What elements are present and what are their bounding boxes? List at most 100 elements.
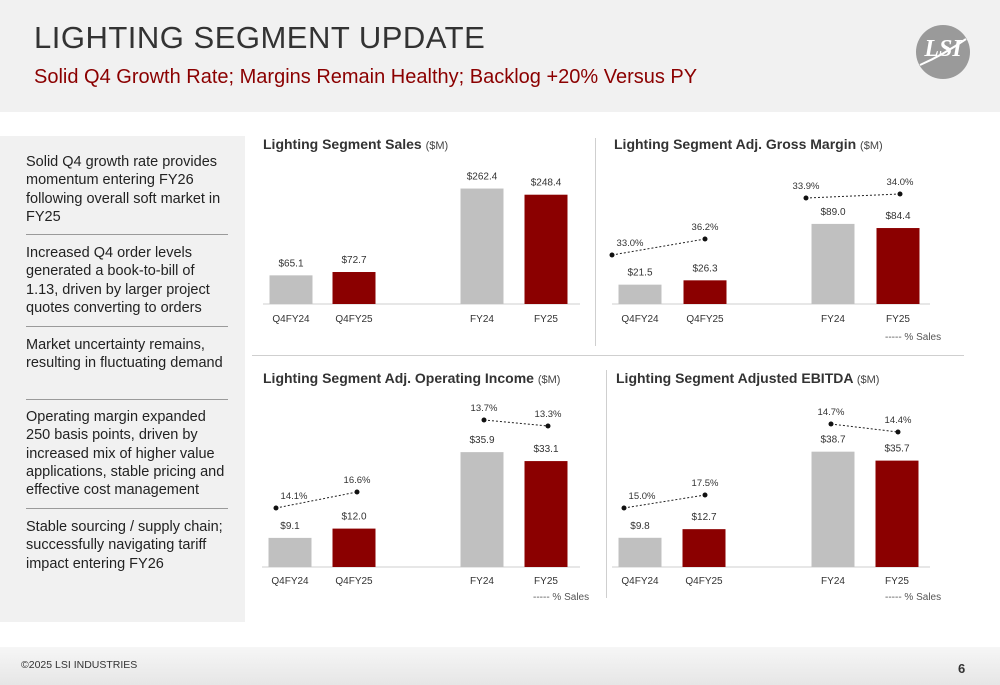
data-label: $84.4 [885,211,910,222]
pct-sales-label: 14.7% [818,407,845,418]
pct-sales-point [828,421,834,427]
pct-sales-point [621,505,627,511]
pct-sales-label: 14.1% [281,491,308,502]
pct-sales-point [803,195,809,201]
data-label: $21.5 [627,268,652,279]
x-tick-label: FY25 [534,314,558,325]
chart-title-gross-margin: Lighting Segment Adj. Gross Margin ($M) [614,136,883,152]
x-tick-label: FY24 [821,314,845,325]
bar-fy25 [876,228,920,304]
data-label: $12.0 [341,512,366,523]
data-label: $72.7 [341,255,366,266]
chart-title-text: Lighting Segment Adj. Operating Income [263,370,534,386]
x-tick-label: FY24 [470,314,494,325]
bar-q4fy25 [332,272,376,304]
page-title: LIGHTING SEGMENT UPDATE [34,20,486,55]
x-tick-label: Q4FY25 [685,576,723,587]
x-tick-label: FY25 [885,576,909,587]
pct-sales-label: 14.4% [885,415,912,426]
pct-sales-point [273,505,279,511]
chart-title-operating-income: Lighting Segment Adj. Operating Income (… [263,370,560,386]
page-number: 6 [958,661,966,676]
bar-fy24 [811,451,855,567]
bar-q4fy24 [618,284,662,304]
bar-fy25 [524,194,568,304]
data-label: $248.4 [531,178,562,189]
footer-band: ©2025 LSI INDUSTRIES 6 [0,647,1000,685]
bar-q4fy24 [269,275,313,304]
x-tick-label: Q4FY25 [686,314,724,325]
bar-q4fy25 [682,529,726,567]
pct-sales-label: 17.5% [692,478,719,489]
pct-sales-line [275,491,358,509]
bar-fy25 [875,460,919,567]
legend-pct-sales: ----- % Sales [885,332,941,343]
pct-sales-label: 13.3% [535,409,562,420]
bar-q4fy25 [332,528,376,567]
x-tick-label: FY24 [821,576,845,587]
pct-sales-line [623,494,706,509]
data-label: $26.3 [692,263,717,274]
chart-title-unit: ($M) [537,374,561,386]
chart-title-text: Lighting Segment Adj. Gross Margin [614,136,857,152]
x-tick-label: FY25 [534,576,558,587]
x-tick-label: Q4FY24 [271,576,309,587]
sidebar-bullet-5: Stable sourcing / supply chain; successf… [26,519,223,572]
header-band: LIGHTING SEGMENT UPDATE Solid Q4 Growth … [0,0,1000,112]
sidebar-divider [26,399,228,400]
data-label: $9.8 [630,521,650,532]
sidebar-panel: Solid Q4 growth rate provides momentum e… [0,136,245,622]
chart-divider-horizontal [252,355,964,356]
pct-sales-line [483,419,549,427]
data-label: $89.0 [820,207,845,218]
pct-sales-label: 15.0% [629,491,656,502]
bar-fy24 [460,188,504,304]
pct-sales-label: 13.7% [471,403,498,414]
logo-text: LSI [924,36,962,62]
x-tick-label: Q4FY24 [272,314,310,325]
pct-sales-point [545,423,551,429]
sidebar-bullet-3: Market uncertainty remains, resulting in… [26,337,223,372]
x-tick-label: Q4FY24 [621,314,659,325]
bar-fy25 [524,461,568,567]
bar-q4fy25 [683,280,727,304]
chart-title-unit: ($M) [856,374,880,386]
pct-sales-label: 36.2% [692,222,719,233]
pct-sales-point [895,429,901,435]
pct-sales-point [481,417,487,423]
bar-fy24 [811,223,855,304]
pct-sales-label: 33.0% [617,238,644,249]
chart-title-unit: ($M) [860,140,883,152]
x-tick-label: FY24 [470,576,494,587]
pct-sales-line [805,193,901,199]
chart-divider-vertical [606,370,607,598]
pct-sales-point [354,489,360,495]
pct-sales-line [830,423,899,433]
chart-title-text: Lighting Segment Sales [263,136,422,152]
chart-title-text: Lighting Segment Adjusted EBITDA [616,370,853,386]
x-tick-label: Q4FY25 [335,314,373,325]
copyright-text: ©2025 LSI INDUSTRIES [21,659,138,671]
sidebar-divider [26,508,228,509]
data-label: $9.1 [280,521,300,532]
sidebar-bullet-4: Operating margin expanded 250 basis poin… [26,409,225,499]
chart-title-ebitda: Lighting Segment Adjusted EBITDA ($M) [616,370,879,386]
pct-sales-label: 34.0% [887,177,914,188]
pct-sales-label: 16.6% [344,475,371,486]
pct-sales-point [702,236,708,242]
pct-sales-label: 33.9% [793,181,820,192]
x-tick-label: Q4FY24 [621,576,659,587]
chart-divider-vertical [595,138,596,346]
data-label: $12.7 [691,512,716,523]
data-label: $38.7 [820,435,845,446]
pct-sales-point [609,252,615,258]
legend-pct-sales: ----- % Sales [885,592,941,603]
x-tick-label: FY25 [886,314,910,325]
x-tick-label: Q4FY25 [335,576,373,587]
bar-q4fy24 [268,537,312,567]
data-label: $262.4 [467,172,498,183]
logo-swoosh-icon [919,38,967,66]
sidebar-bullet-2: Increased Q4 order levels generated a bo… [26,245,210,316]
data-label: $35.9 [469,435,494,446]
